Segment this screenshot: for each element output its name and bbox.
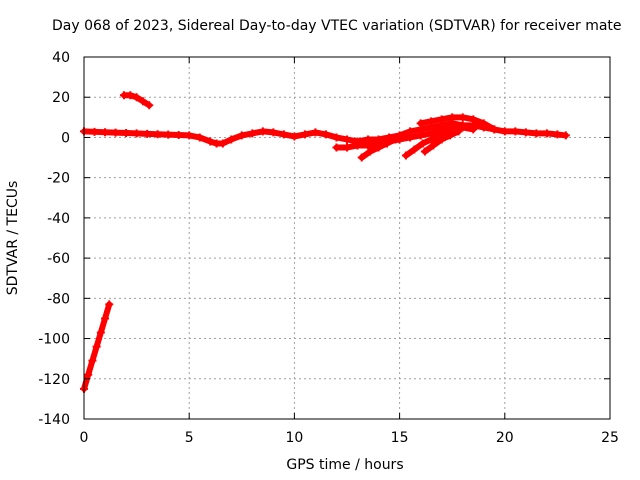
- data-point: [332, 133, 341, 142]
- data-point: [206, 137, 215, 146]
- data-point: [399, 131, 408, 140]
- data-point: [195, 133, 204, 142]
- data-point: [406, 133, 415, 142]
- data-point: [101, 128, 110, 137]
- data-point: [448, 113, 457, 122]
- data-point: [553, 130, 562, 139]
- y-axis-label: SDTVAR / TECUs: [5, 180, 21, 296]
- y-tick-label: -40: [47, 211, 70, 227]
- data-point: [111, 128, 120, 137]
- data-point: [101, 314, 110, 323]
- y-tick-label: -80: [47, 291, 70, 307]
- data-point: [366, 147, 375, 156]
- x-tick-label: 0: [80, 430, 89, 446]
- data-point: [418, 139, 427, 148]
- data-point: [96, 328, 105, 337]
- data-point: [391, 135, 400, 144]
- data-point: [469, 125, 478, 134]
- data-point: [542, 129, 551, 138]
- data-point: [437, 115, 446, 124]
- data-point: [237, 131, 246, 140]
- data-point: [185, 131, 194, 140]
- data-point: [258, 127, 267, 136]
- data-point: [300, 130, 309, 139]
- data-point: [122, 129, 131, 138]
- y-tick-label: -60: [47, 251, 70, 267]
- data-point: [218, 139, 227, 148]
- data-point: [437, 135, 446, 144]
- x-tick-label: 25: [601, 430, 619, 446]
- data-point: [143, 129, 152, 138]
- axis-ticks: 0 5 10 15 20 25 -140 -120 -100 -80 -60 -40 -20 0 20 40: [38, 50, 619, 446]
- plot-frame: [83, 56, 611, 420]
- x-tick-label: 15: [391, 430, 409, 446]
- data-point: [532, 129, 541, 138]
- data-point: [153, 130, 162, 139]
- data-point: [332, 143, 341, 152]
- data-point: [458, 113, 467, 122]
- data-point: [448, 123, 457, 132]
- y-tick-label: -20: [47, 171, 70, 187]
- data-point: [410, 145, 419, 154]
- data-point: [416, 119, 425, 128]
- data-point: [343, 143, 351, 152]
- data-point: [138, 97, 147, 106]
- data-point: [511, 127, 520, 136]
- y-tick-label: 0: [61, 130, 70, 146]
- data-point: [357, 153, 366, 162]
- data-point: [164, 130, 173, 139]
- y-tick-label: -140: [38, 412, 70, 428]
- data-point: [561, 131, 570, 140]
- data-point: [490, 125, 499, 134]
- y-tick-label: 20: [52, 90, 70, 106]
- data-point: [427, 135, 436, 144]
- data-point: [248, 129, 257, 138]
- data-point: [382, 139, 391, 148]
- y-tick-label: -120: [38, 372, 70, 388]
- data-point: [311, 128, 320, 137]
- data-point: [420, 147, 429, 156]
- x-tick-label: 10: [285, 430, 303, 446]
- grid-lines: [84, 57, 610, 419]
- data-point: [90, 127, 99, 136]
- chart-title: Day 068 of 2023, Sidereal Day-to-day VTE…: [52, 18, 622, 34]
- data-point: [84, 370, 93, 379]
- data-point: [227, 135, 236, 144]
- x-tick-label: 20: [496, 430, 514, 446]
- data-point: [269, 128, 278, 137]
- data-point: [364, 141, 373, 150]
- data-point: [88, 356, 97, 365]
- data-point: [454, 127, 463, 136]
- data-point: [132, 93, 141, 102]
- data-point: [374, 143, 383, 152]
- data-point: [290, 132, 299, 141]
- data-point: [343, 135, 351, 144]
- data-point: [132, 129, 141, 138]
- data-point: [446, 131, 455, 140]
- data-point: [458, 123, 467, 132]
- data-point: [174, 131, 183, 140]
- data-points: [80, 91, 570, 393]
- y-tick-label: -100: [38, 332, 70, 348]
- data-point: [401, 151, 410, 160]
- data-point: [427, 117, 436, 126]
- data-point: [126, 91, 135, 100]
- data-point: [416, 131, 425, 140]
- data-point: [145, 101, 154, 110]
- data-point: [479, 119, 488, 128]
- data-point: [429, 141, 438, 150]
- y-tick-label: 40: [52, 50, 70, 66]
- data-point: [353, 141, 362, 150]
- data-point: [469, 115, 478, 124]
- data-point: [321, 130, 330, 139]
- data-point: [92, 342, 101, 351]
- data-point: [521, 128, 530, 137]
- data-point: [105, 300, 114, 309]
- data-point: [500, 127, 509, 136]
- x-tick-label: 5: [185, 430, 194, 446]
- data-point: [279, 130, 288, 139]
- x-axis-label: GPS time / hours: [286, 457, 404, 473]
